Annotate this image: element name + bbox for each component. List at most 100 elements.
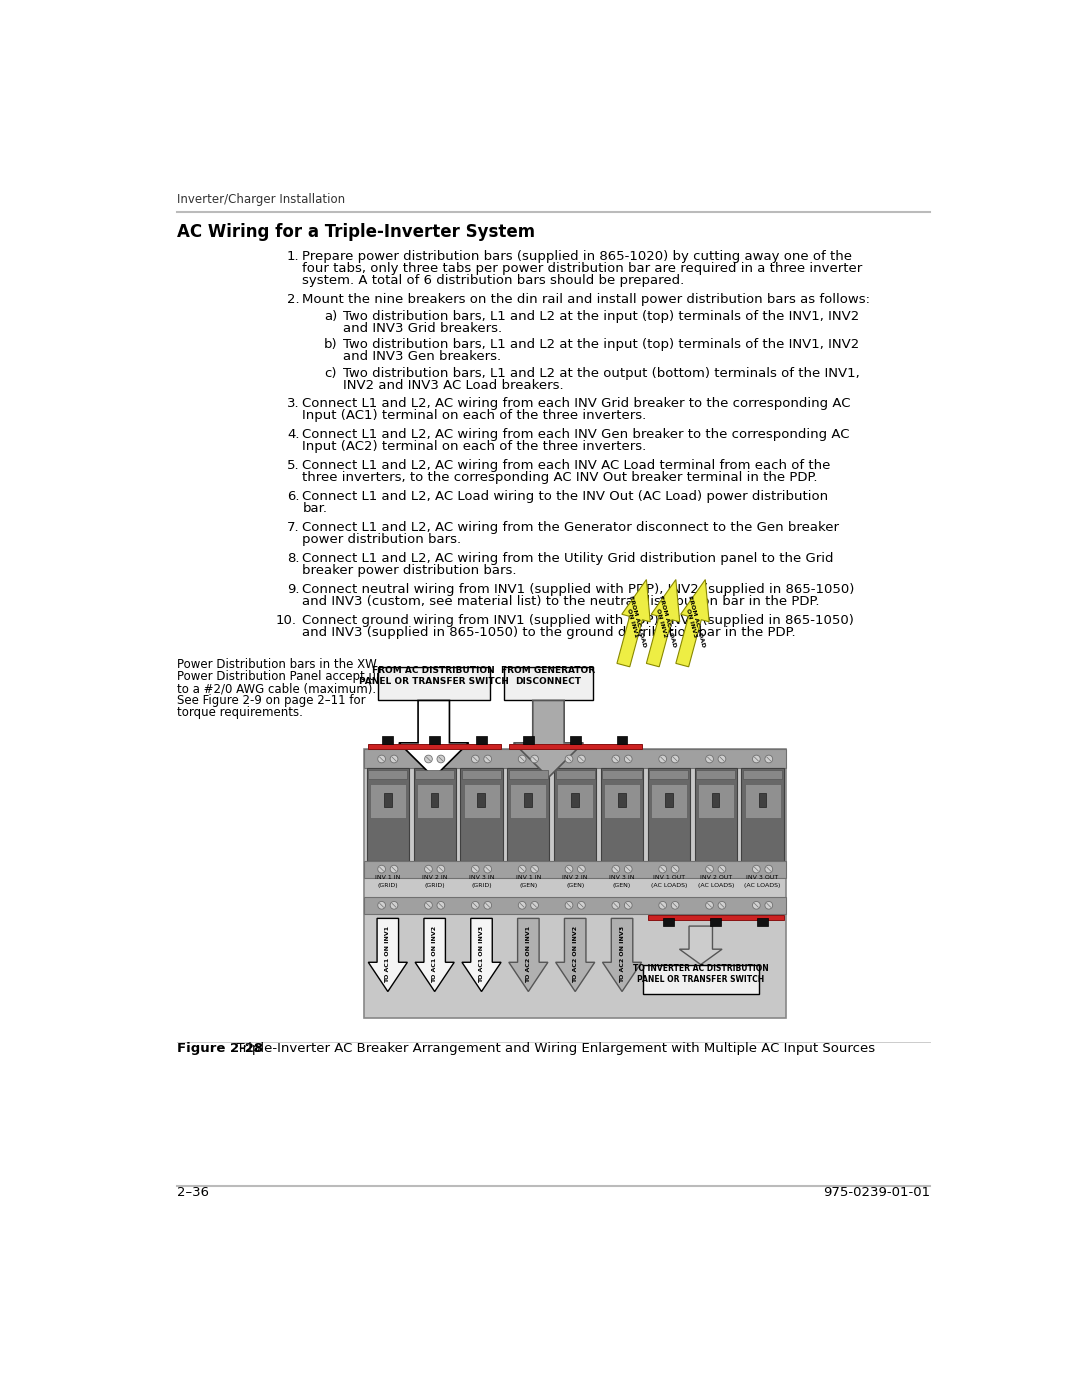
Circle shape <box>530 865 539 873</box>
Text: c): c) <box>324 367 337 380</box>
Polygon shape <box>555 918 595 992</box>
Bar <box>554 768 596 861</box>
Bar <box>477 793 485 806</box>
Text: and INV3 Gen breakers.: and INV3 Gen breakers. <box>342 351 501 363</box>
Text: Power Distribution bars in the XW: Power Distribution bars in the XW <box>177 658 377 671</box>
Bar <box>663 918 674 926</box>
Bar <box>712 793 719 806</box>
Bar <box>524 793 532 806</box>
Circle shape <box>705 865 714 873</box>
Polygon shape <box>399 700 469 778</box>
Circle shape <box>378 901 386 909</box>
Text: (GEN): (GEN) <box>566 883 584 888</box>
Bar <box>694 768 737 861</box>
Text: (GRID): (GRID) <box>471 883 491 888</box>
Text: FROM AC LOAD
ON INV2: FROM AC LOAD ON INV2 <box>652 595 676 650</box>
Circle shape <box>518 865 526 873</box>
Text: 975-0239-01-01: 975-0239-01-01 <box>823 1186 930 1199</box>
Text: Input (AC1) terminal on each of the three inverters.: Input (AC1) terminal on each of the thre… <box>302 409 647 422</box>
Text: Prepare power distribution bars (supplied in 865-1020) by cutting away one of th: Prepare power distribution bars (supplie… <box>302 250 852 263</box>
Bar <box>604 784 640 819</box>
Text: and INV3 (custom, see material list) to the neutral distribution bar in the PDP.: and INV3 (custom, see material list) to … <box>302 595 820 608</box>
Bar <box>697 770 735 780</box>
Bar <box>744 784 781 819</box>
Bar <box>648 915 784 921</box>
Circle shape <box>437 865 445 873</box>
Circle shape <box>424 865 432 873</box>
Bar <box>368 770 407 780</box>
Text: 5.: 5. <box>287 458 299 472</box>
Text: (GEN): (GEN) <box>519 883 538 888</box>
Circle shape <box>484 865 491 873</box>
Circle shape <box>472 756 480 763</box>
Circle shape <box>472 901 480 909</box>
Text: 7.: 7. <box>287 521 299 534</box>
Text: INV 3 IN: INV 3 IN <box>609 875 635 880</box>
Text: TO AC1 ON INV3: TO AC1 ON INV3 <box>480 926 484 983</box>
Text: Connect L1 and L2, AC wiring from the Generator disconnect to the Gen breaker: Connect L1 and L2, AC wiring from the Ge… <box>302 521 839 534</box>
Text: 4.: 4. <box>287 427 299 441</box>
Circle shape <box>624 756 632 763</box>
Bar <box>742 768 784 861</box>
Text: (GRID): (GRID) <box>378 883 399 888</box>
Text: INV 3 IN: INV 3 IN <box>469 875 495 880</box>
Circle shape <box>753 756 760 763</box>
Text: PANEL OR TRANSFER SWITCH: PANEL OR TRANSFER SWITCH <box>637 975 765 983</box>
Circle shape <box>565 865 572 873</box>
Text: four tabs, only three tabs per power distribution bar are required in a three in: four tabs, only three tabs per power dis… <box>302 263 863 275</box>
Circle shape <box>765 865 772 873</box>
Circle shape <box>472 865 480 873</box>
Bar <box>643 964 759 993</box>
Polygon shape <box>368 918 407 992</box>
Text: (GRID): (GRID) <box>424 883 445 888</box>
Circle shape <box>718 901 726 909</box>
Text: See Figure 2-9 on page 2–11 for: See Figure 2-9 on page 2–11 for <box>177 694 365 707</box>
Text: Connect L1 and L2, AC wiring from each INV Gen breaker to the corresponding AC: Connect L1 and L2, AC wiring from each I… <box>302 427 850 441</box>
Text: Connect L1 and L2, AC wiring from the Utility Grid distribution panel to the Gri: Connect L1 and L2, AC wiring from the Ut… <box>302 552 834 564</box>
Bar <box>364 749 786 1018</box>
Text: Triple-Inverter AC Breaker Arrangement and Wiring Enlargement with Multiple AC I: Triple-Inverter AC Breaker Arrangement a… <box>228 1042 875 1055</box>
Bar <box>617 736 627 743</box>
Circle shape <box>578 756 585 763</box>
Polygon shape <box>415 918 455 992</box>
Text: TO AC1 ON INV1: TO AC1 ON INV1 <box>386 926 390 983</box>
Bar <box>414 768 456 861</box>
Circle shape <box>718 865 726 873</box>
Polygon shape <box>462 918 501 992</box>
Circle shape <box>659 901 666 909</box>
Text: 9.: 9. <box>287 583 299 597</box>
Text: b): b) <box>324 338 338 352</box>
Text: a): a) <box>324 310 337 323</box>
Circle shape <box>659 865 666 873</box>
Bar <box>603 770 642 780</box>
Text: Connect L1 and L2, AC wiring from each INV Grid breaker to the corresponding AC: Connect L1 and L2, AC wiring from each I… <box>302 397 851 409</box>
Text: INV 1 IN: INV 1 IN <box>375 875 401 880</box>
Bar <box>367 768 409 861</box>
Circle shape <box>390 865 397 873</box>
Bar <box>651 784 687 819</box>
Text: INV 1 IN: INV 1 IN <box>515 875 541 880</box>
Text: Mount the nine breakers on the din rail and install power distribution bars as f: Mount the nine breakers on the din rail … <box>302 293 870 306</box>
Text: FROM AC LOAD
ON INV3: FROM AC LOAD ON INV3 <box>681 595 706 650</box>
Text: 2–36: 2–36 <box>177 1186 208 1199</box>
Text: INV 1 OUT: INV 1 OUT <box>652 875 685 880</box>
Circle shape <box>765 756 772 763</box>
Bar <box>417 784 453 819</box>
Bar <box>649 770 688 780</box>
Text: TO AC1 ON INV2: TO AC1 ON INV2 <box>432 926 437 983</box>
Bar <box>369 784 406 819</box>
Text: PANEL OR TRANSFER SWITCH: PANEL OR TRANSFER SWITCH <box>359 676 509 686</box>
Circle shape <box>612 901 620 909</box>
Bar <box>364 749 786 768</box>
Circle shape <box>424 756 432 763</box>
Text: Connect ground wiring from INV1 (supplied with PDP), INV2 (supplied in 865-1050): Connect ground wiring from INV1 (supplie… <box>302 615 854 627</box>
Circle shape <box>659 756 666 763</box>
Polygon shape <box>509 918 548 992</box>
Text: (AC LOADS): (AC LOADS) <box>698 883 734 888</box>
Bar <box>570 736 581 743</box>
Bar <box>431 793 438 806</box>
Circle shape <box>378 756 386 763</box>
Text: 1.: 1. <box>287 250 299 263</box>
Polygon shape <box>617 580 650 666</box>
Circle shape <box>565 901 572 909</box>
